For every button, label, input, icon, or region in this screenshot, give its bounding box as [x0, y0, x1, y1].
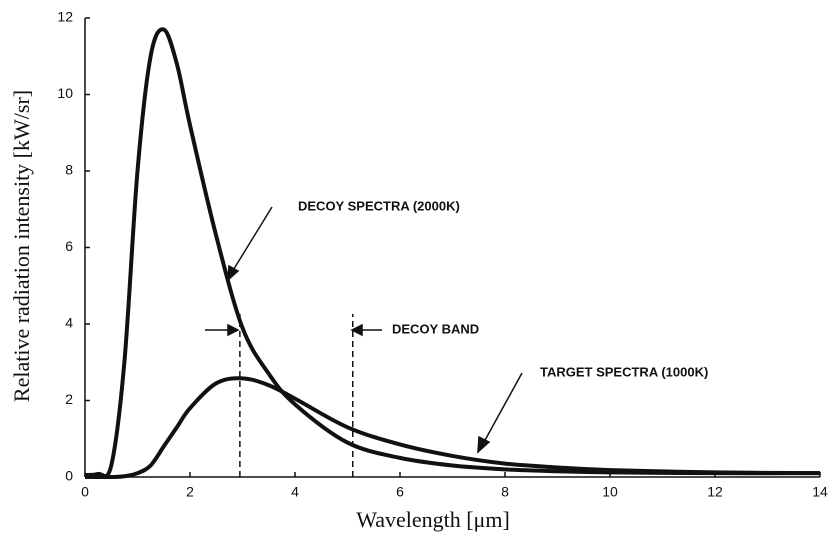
x-axis-label: Wavelength [μm]	[356, 507, 510, 532]
y-tick-label: 4	[65, 315, 73, 331]
x-tick-label: 10	[602, 484, 618, 500]
x-tick-label: 4	[291, 484, 299, 500]
y-tick-label: 10	[57, 85, 73, 101]
x-tick-label: 8	[501, 484, 509, 500]
y-tick-label: 8	[65, 162, 73, 178]
series-label: DECOY SPECTRA (2000K)	[298, 198, 460, 213]
x-tick-label: 0	[81, 484, 89, 500]
arrows	[205, 206, 523, 454]
y-tick-label: 2	[65, 391, 73, 407]
x-tick-label: 12	[707, 484, 723, 500]
line-series	[84, 27, 821, 479]
y-tick-label: 12	[57, 9, 73, 25]
x-tick-label: 14	[812, 484, 828, 500]
x-tick-label: 6	[396, 484, 404, 500]
line-series	[85, 376, 821, 480]
x-tick-label: 2	[186, 484, 194, 500]
band-label: DECOY BAND	[392, 321, 479, 336]
y-tick-label: 6	[65, 238, 73, 254]
y-tick-label: 0	[65, 468, 73, 484]
series-label: TARGET SPECTRA (1000K)	[540, 364, 708, 379]
y-axis-label: Relative radiation intensity [kW/sr]	[9, 90, 34, 402]
